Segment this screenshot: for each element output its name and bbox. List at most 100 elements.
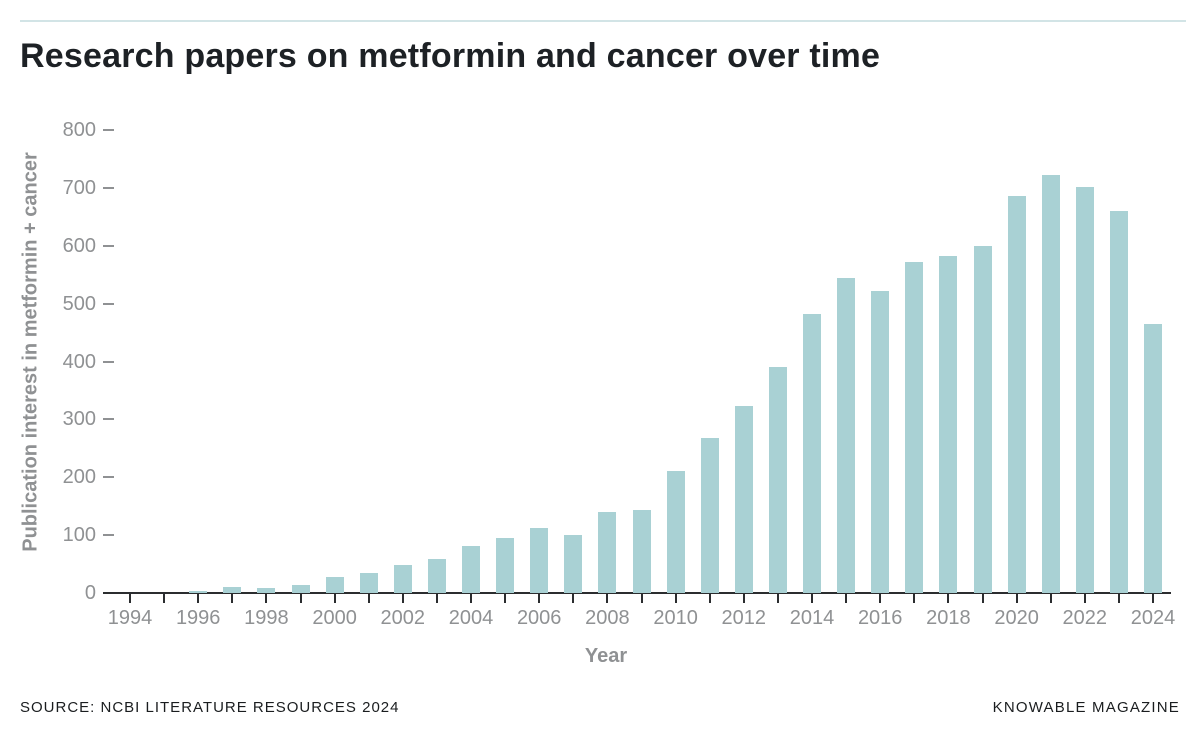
y-tick-label: 600 [62,234,96,257]
x-tick-mark [981,594,984,603]
page-title: Research papers on metformin and cancer … [20,37,881,75]
x-tick-mark [504,594,507,603]
x-tick-label: 2018 [926,607,971,629]
x-tick-label: 2014 [789,607,835,629]
x-tick-mark [265,594,268,603]
bar-2009 [632,510,651,593]
y-tick-mark [103,302,114,305]
x-tick-mark [367,594,370,603]
x-tick-mark [640,594,643,603]
y-tick-label: 300 [62,408,96,431]
y-tick-label: 800 [62,119,96,141]
y-tick-label: 100 [62,524,96,547]
x-tick-mark [1152,594,1154,603]
x-tick-label: 2002 [380,607,426,629]
bar-2011 [700,438,719,593]
x-tick-mark [197,594,200,603]
bar-2018 [939,256,958,593]
x-tick-mark [674,594,677,603]
x-tick-label: 1998 [244,607,289,629]
x-tick-mark [470,594,472,603]
bar-1997 [223,587,242,593]
y-tick-mark [103,129,114,131]
x-tick-mark [333,594,336,603]
x-tick-mark [299,594,302,603]
x-tick-mark [913,594,916,603]
bar-2012 [734,406,753,593]
bar-2001 [359,573,378,593]
x-tick-mark [1117,594,1120,603]
y-tick-mark [103,418,114,421]
x-tick-mark [742,594,745,603]
x-tick-mark [129,594,131,603]
bar-2019 [973,245,992,593]
bar-2007 [564,535,583,593]
bar-1999 [291,585,310,593]
x-tick-mark [163,594,166,603]
bar-2010 [666,471,685,593]
bar-2008 [598,511,617,593]
bar-2003 [427,559,446,593]
bar-2024 [1144,323,1162,593]
x-tick-label: 2020 [994,607,1039,629]
bar-2022 [1075,186,1094,593]
x-tick-mark [1049,594,1052,603]
x-tick-mark [606,594,609,603]
y-tick-label: 0 [84,582,96,604]
x-axis-line [103,592,1171,594]
bar-2023 [1109,211,1128,593]
x-tick-label: 2006 [516,607,562,629]
x-tick-mark [776,594,779,603]
bar-2004 [462,546,480,593]
bar-2021 [1041,174,1060,593]
x-tick-mark [572,594,575,603]
y-tick-mark [103,476,114,479]
bar-2014 [803,314,821,593]
x-tick-mark [1083,594,1086,603]
x-tick-mark [811,594,813,603]
y-tick-label: 700 [62,176,96,199]
x-tick-label: 2024 [1130,607,1176,629]
x-tick-label: 2008 [585,607,630,629]
y-tick-mark [103,186,114,189]
y-tick-mark [103,360,114,363]
bar-2015 [837,278,856,593]
top-rule [20,20,1186,22]
bar-1998 [257,587,276,593]
x-tick-mark [538,594,541,603]
bar-2013 [768,366,787,593]
bar-2020 [1007,195,1026,593]
y-tick-label: 200 [62,466,96,489]
credit-text: KNOWABLE MAGAZINE [992,699,1180,716]
x-tick-label: 2016 [857,607,903,629]
y-tick-label: 400 [62,350,96,373]
x-tick-mark [1015,594,1018,603]
bar-1996 [189,590,208,593]
x-tick-label: 2012 [721,607,767,629]
x-axis-title: Year [584,645,628,667]
y-tick-mark [103,534,114,537]
source-text: SOURCE: NCBI LITERATURE RESOURCES 2024 [20,699,400,716]
x-tick-mark [435,594,438,603]
bar-2000 [325,577,344,593]
x-tick-label: 2010 [653,607,698,629]
bar-2016 [871,290,890,593]
x-tick-label: 2004 [448,607,494,629]
x-tick-mark [231,594,234,603]
bar-2017 [905,261,924,593]
x-tick-mark [947,594,950,603]
x-tick-label: 1994 [107,607,153,629]
bar-2006 [530,527,549,593]
x-tick-mark [708,594,711,603]
x-tick-label: 2022 [1062,607,1108,629]
y-tick-mark [103,244,114,247]
x-tick-label: 1996 [175,607,221,629]
x-tick-mark [401,594,404,603]
y-tick-label: 500 [62,292,96,315]
bar-2005 [496,538,515,593]
x-tick-mark [845,594,848,603]
x-tick-label: 2000 [312,607,357,629]
bar-2002 [393,564,412,593]
